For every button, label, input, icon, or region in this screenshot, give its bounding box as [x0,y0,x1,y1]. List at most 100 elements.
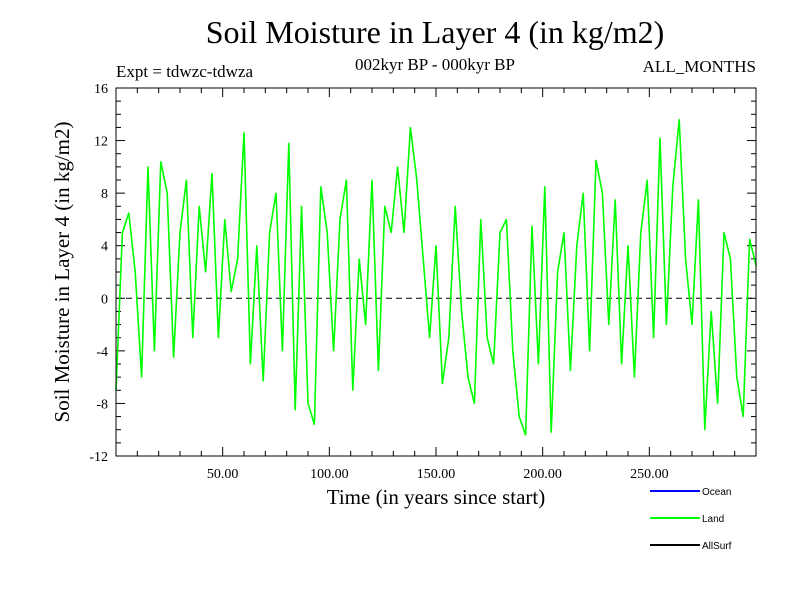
x-tick-label: 150.00 [417,467,456,482]
data-point-land [326,231,328,234]
data-point-land [288,142,290,144]
data-point-land [397,166,399,168]
data-point-land [384,205,386,207]
data-point-land [480,218,482,221]
months-label: ALL_MONTHS [642,57,756,76]
data-point-land [704,429,706,431]
legend: Ocean Land AllSurf [650,487,732,552]
data-point-land [166,192,168,194]
data-point-land [211,172,213,175]
data-point-land [429,337,431,339]
data-point-land [473,402,475,405]
data-point-land [646,179,648,181]
series-line-land [115,119,757,436]
data-point-land [729,258,732,260]
data-point-land [627,245,629,247]
x-tick-label: 200.00 [523,467,562,482]
data-point-land [160,161,162,163]
data-point-land [614,199,616,201]
data-point-land [390,231,392,234]
data-point-land [576,245,578,247]
y-tick-label: 8 [101,187,108,202]
data-point-land [192,337,194,339]
data-point-land [179,231,181,234]
data-point-land [467,376,469,378]
points-layer [115,118,757,436]
data-point-land [608,323,610,326]
data-point-land [217,337,219,339]
data-point-land [249,363,251,365]
data-point-land [365,323,367,326]
data-point-land [736,376,738,378]
data-point-land [512,350,514,352]
data-point-land [185,179,187,181]
data-point-land [275,192,277,194]
data-point-land [128,212,130,214]
data-point-land [717,402,719,405]
data-point-land [486,337,488,339]
y-tick-label: 16 [94,82,108,97]
data-point-land [320,185,322,188]
data-point-land [659,137,661,139]
data-point-land [358,258,360,260]
data-point-land [518,415,520,418]
data-point-land [697,199,700,201]
data-point-land [569,369,572,372]
plot-frame [115,87,757,457]
data-point-land [493,363,495,365]
legend-label: Land [702,514,724,525]
data-point-land [269,231,271,234]
data-point-land [301,205,303,207]
experiment-label: Expt = tdwzc-tdwza [116,62,254,81]
data-point-land [448,337,450,339]
x-axis-label: Time (in years since start) [327,485,546,509]
data-point-land [147,166,149,168]
legend-label: Ocean [702,487,731,498]
data-point-land [409,126,411,129]
ticks-layer [116,87,756,457]
data-point-land [313,423,315,426]
data-point-land [454,205,456,207]
chart-title: Soil Moisture in Layer 4 (in kg/m2) [205,14,665,50]
data-point-land [134,271,136,273]
y-tick-label: -12 [89,450,108,465]
data-point-land [281,350,283,352]
data-point-land [141,376,143,378]
data-point-land [640,231,642,234]
data-point-land [550,431,552,433]
data-point-land [345,179,347,181]
data-point-land [672,185,674,188]
data-point-land [237,258,239,260]
data-point-land [230,291,232,293]
data-point-land [352,389,354,391]
data-point-land [339,218,341,221]
data-point-land [262,380,264,382]
data-point-land [633,376,636,378]
data-point-land [435,245,437,247]
y-tick-label: -4 [96,345,108,360]
data-point-land [333,350,335,352]
data-point-land [307,402,309,405]
data-point-land [441,383,443,385]
data-point-land [665,323,668,326]
data-point-land [710,310,712,313]
data-point-land [678,118,680,121]
y-axis-label: Soil Moisture in Layer 4 (in kg/m2) [50,122,74,423]
data-point-land [589,350,591,352]
chart-subtitle: 002kyr BP - 000kyr BP [355,55,515,74]
legend-label: AllSurf [702,541,732,552]
data-point-land [121,231,123,234]
data-point-land [691,323,693,326]
data-point-land [371,179,373,181]
data-point-land [505,218,507,221]
data-point-land [742,415,744,418]
data-point-land [525,434,527,436]
data-point-land [723,231,725,234]
data-point-land [544,185,546,188]
data-point-land [653,337,655,339]
data-point-land [499,231,501,234]
data-point-land [294,409,296,411]
data-point-land [557,271,559,273]
data-point-land [749,238,751,240]
